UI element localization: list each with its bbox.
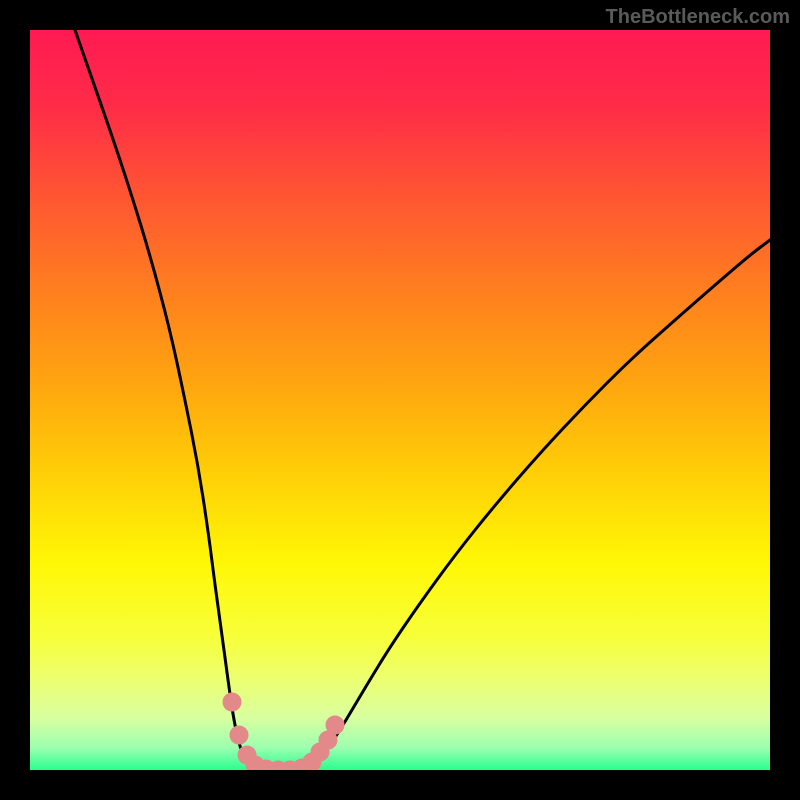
data-marker — [326, 716, 344, 734]
curve-layer — [30, 30, 770, 770]
bottleneck-curve — [75, 30, 770, 770]
data-marker — [230, 726, 248, 744]
chart-frame: TheBottleneck.com — [0, 0, 800, 800]
data-marker — [223, 693, 241, 711]
watermark-text: TheBottleneck.com — [606, 6, 790, 29]
plot-area — [30, 30, 770, 770]
